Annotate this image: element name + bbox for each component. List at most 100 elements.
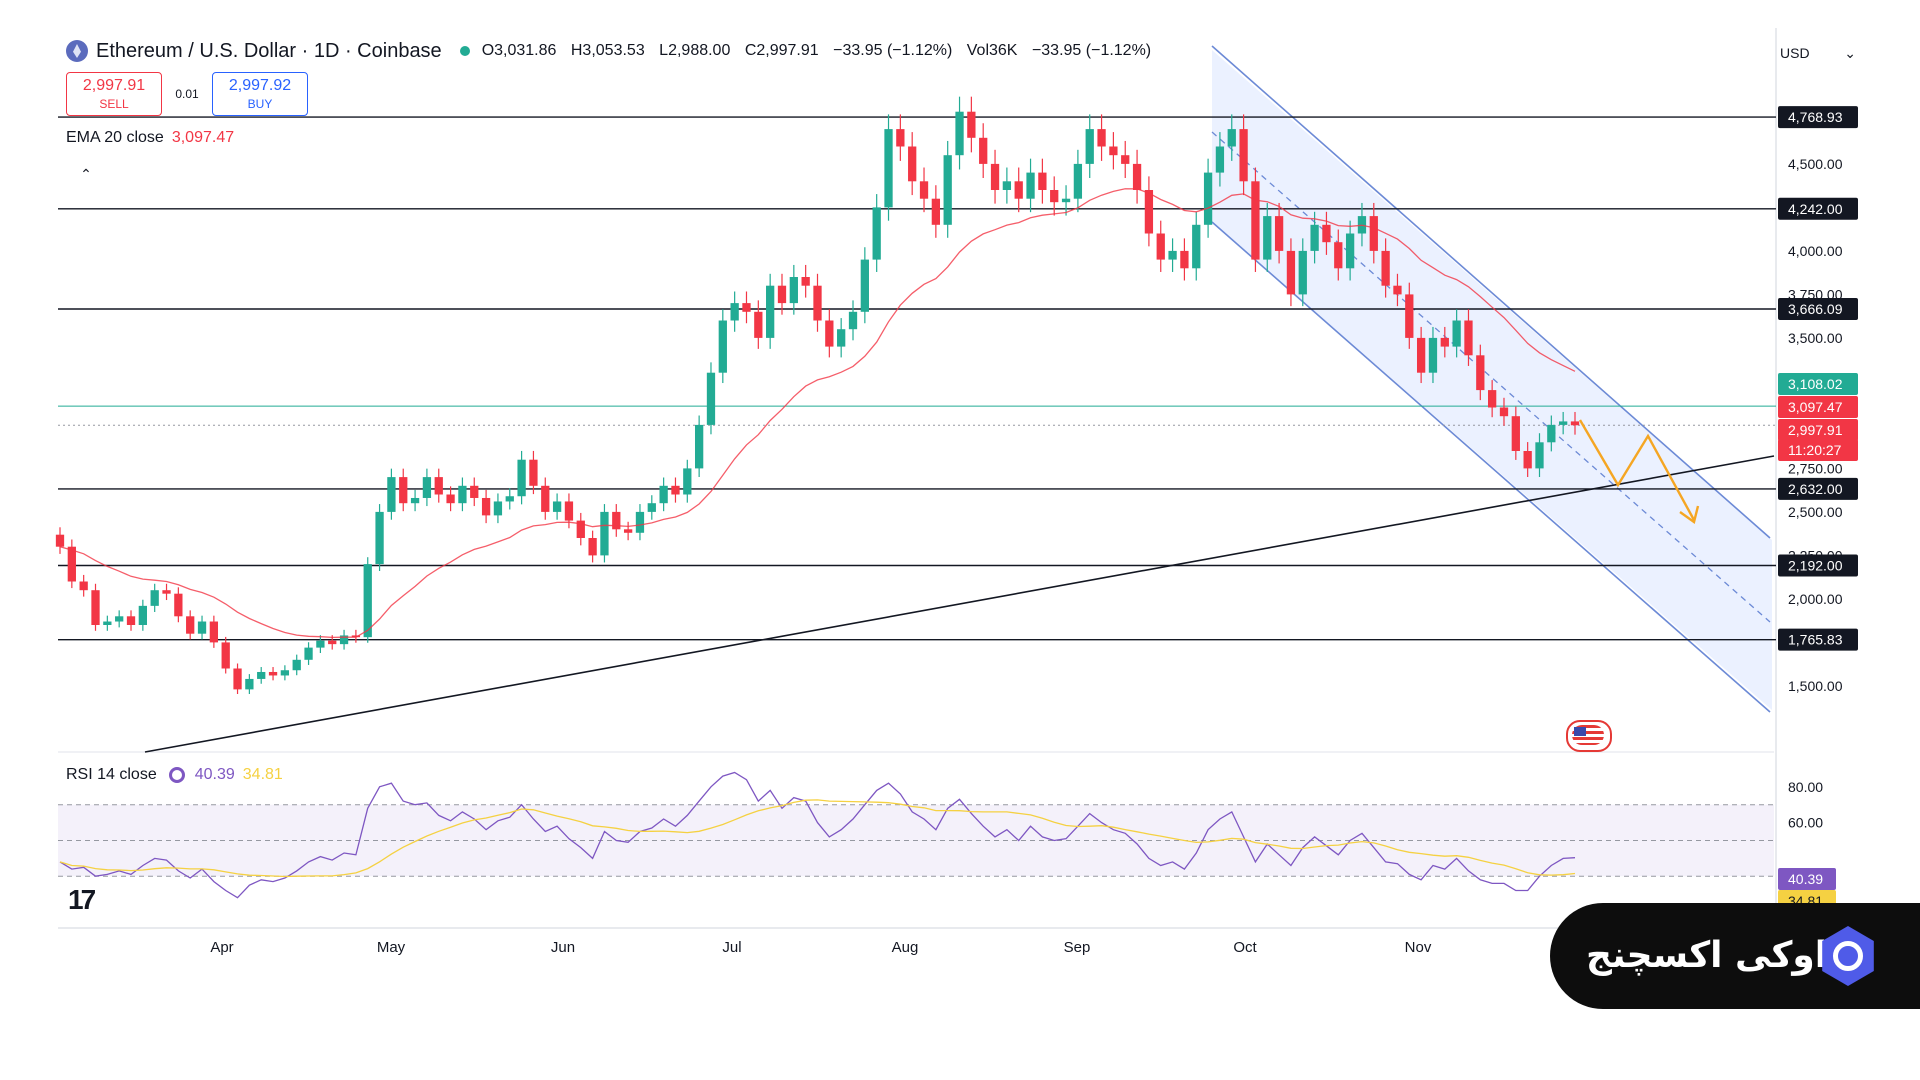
candle-body bbox=[623, 529, 633, 533]
candle-body bbox=[458, 485, 467, 504]
candle-body bbox=[564, 501, 574, 521]
month-label: Jul bbox=[722, 939, 741, 956]
candle-body bbox=[55, 534, 65, 547]
price-label-box bbox=[1778, 419, 1858, 441]
candle-body bbox=[813, 285, 822, 321]
candle-body bbox=[1440, 337, 1449, 347]
candle-body bbox=[1073, 163, 1083, 199]
price-tick-label: 2,500.00 bbox=[1788, 504, 1843, 520]
rsi-tick-label: 60.00 bbox=[1788, 815, 1823, 831]
candle-body bbox=[387, 477, 396, 512]
candle-body bbox=[576, 520, 585, 538]
candle-body bbox=[446, 494, 455, 504]
level-label: 4,768.93 bbox=[1788, 109, 1843, 125]
candle-body bbox=[1345, 233, 1355, 269]
candle-body bbox=[150, 590, 159, 606]
price-label-box bbox=[1778, 396, 1858, 418]
candle-body bbox=[1322, 224, 1331, 243]
price-tick-label: 1,500.00 bbox=[1788, 678, 1843, 694]
candle-body bbox=[529, 459, 538, 486]
candle-body bbox=[1499, 407, 1509, 417]
rsi-settings-icon[interactable] bbox=[168, 767, 185, 783]
chevron-up-icon: ⌃ bbox=[80, 166, 92, 182]
market-status-dot bbox=[459, 46, 470, 56]
rsi-legend[interactable]: RSI 14 close 40.39 34.81 bbox=[66, 766, 283, 784]
candle-body bbox=[1274, 216, 1284, 251]
candle-body bbox=[351, 635, 361, 638]
candle-body bbox=[493, 501, 503, 516]
price-tick-label: 3,500.00 bbox=[1788, 330, 1843, 346]
candle-body bbox=[896, 129, 905, 147]
candle-body bbox=[541, 485, 550, 512]
candle-body bbox=[1511, 416, 1520, 451]
candle-body bbox=[197, 621, 207, 634]
trade-panel: 2,997.91 SELL 0.01 2,997.92 BUY bbox=[66, 72, 308, 116]
price-label: 3,097.47 bbox=[1788, 399, 1843, 415]
collapse-legend-button[interactable]: ⌃ bbox=[70, 162, 102, 186]
rsi-value-label: 40.39 bbox=[1788, 871, 1823, 887]
candle-body bbox=[422, 477, 432, 498]
candle-body bbox=[718, 320, 727, 373]
candle-body bbox=[103, 621, 112, 625]
candle-body bbox=[659, 485, 668, 504]
price-tick-label: 4,500.00 bbox=[1788, 156, 1843, 172]
tradingview-logo-icon: 17 bbox=[68, 884, 96, 915]
candle-body bbox=[1381, 250, 1390, 286]
candle-body bbox=[138, 605, 147, 625]
candle-body bbox=[612, 511, 621, 530]
price-label: 3,108.02 bbox=[1788, 376, 1843, 392]
candle-body bbox=[742, 303, 751, 312]
candle-body bbox=[1535, 442, 1544, 469]
candle-body bbox=[410, 497, 420, 504]
candle-body bbox=[683, 468, 692, 495]
candle-body bbox=[1310, 224, 1319, 251]
us-flag-icon[interactable] bbox=[1566, 720, 1612, 752]
candle-body bbox=[552, 501, 562, 512]
sell-label: SELL bbox=[99, 97, 129, 111]
symbol-title[interactable]: Ethereum / U.S. Dollar · 1D · Coinbase bbox=[96, 39, 442, 62]
level-label: 4,242.00 bbox=[1788, 201, 1843, 217]
candle-body bbox=[789, 277, 798, 304]
candle-body bbox=[943, 155, 952, 225]
candle-body bbox=[505, 496, 514, 502]
level-label: 2,632.00 bbox=[1788, 481, 1843, 497]
projected-path bbox=[1578, 419, 1696, 521]
candle-body bbox=[268, 671, 278, 676]
candle-body bbox=[79, 581, 88, 591]
rsi-value-box bbox=[1778, 868, 1836, 890]
level-label-box bbox=[1778, 197, 1858, 220]
candle-body bbox=[908, 146, 917, 182]
candles bbox=[55, 96, 1580, 695]
ema-20-line bbox=[59, 188, 1576, 639]
candle-body bbox=[1180, 250, 1189, 269]
sell-button[interactable]: 2,997.91 SELL bbox=[66, 72, 162, 116]
price-tick-label: 4,000.00 bbox=[1788, 243, 1843, 259]
month-label: Oct bbox=[1233, 939, 1257, 956]
channel-lower-line bbox=[1211, 221, 1771, 713]
price-label-box bbox=[1778, 373, 1858, 395]
level-label-box bbox=[1778, 106, 1858, 129]
candle-body bbox=[1393, 285, 1402, 295]
level-label-box bbox=[1778, 628, 1858, 651]
candle-body bbox=[1251, 181, 1260, 260]
level-label: 1,765.83 bbox=[1788, 632, 1843, 648]
rsi-line bbox=[59, 771, 1576, 899]
candle-body bbox=[1192, 224, 1201, 269]
candle-body bbox=[186, 616, 195, 634]
price-tick-label: 2,750.00 bbox=[1788, 460, 1843, 476]
candle-body bbox=[363, 564, 372, 638]
candle-body bbox=[1121, 155, 1130, 164]
exchange-badge: اوکی اکسچنج bbox=[1550, 903, 1920, 1009]
currency-selector[interactable]: USD ⌄ bbox=[1780, 40, 1856, 66]
candle-body bbox=[825, 320, 834, 347]
rsi-ma-value: 34.81 bbox=[242, 766, 283, 783]
buy-button[interactable]: 2,997.92 BUY bbox=[212, 72, 308, 116]
candle-body bbox=[1097, 129, 1106, 147]
candle-body bbox=[233, 668, 242, 690]
candle-body bbox=[481, 497, 491, 516]
channel-fill bbox=[1212, 50, 1772, 710]
ema-legend[interactable]: EMA 20 close 3,097.47 bbox=[66, 129, 234, 147]
price-tick-label: 2,000.00 bbox=[1788, 591, 1843, 607]
level-label: 3,666.09 bbox=[1788, 301, 1843, 317]
